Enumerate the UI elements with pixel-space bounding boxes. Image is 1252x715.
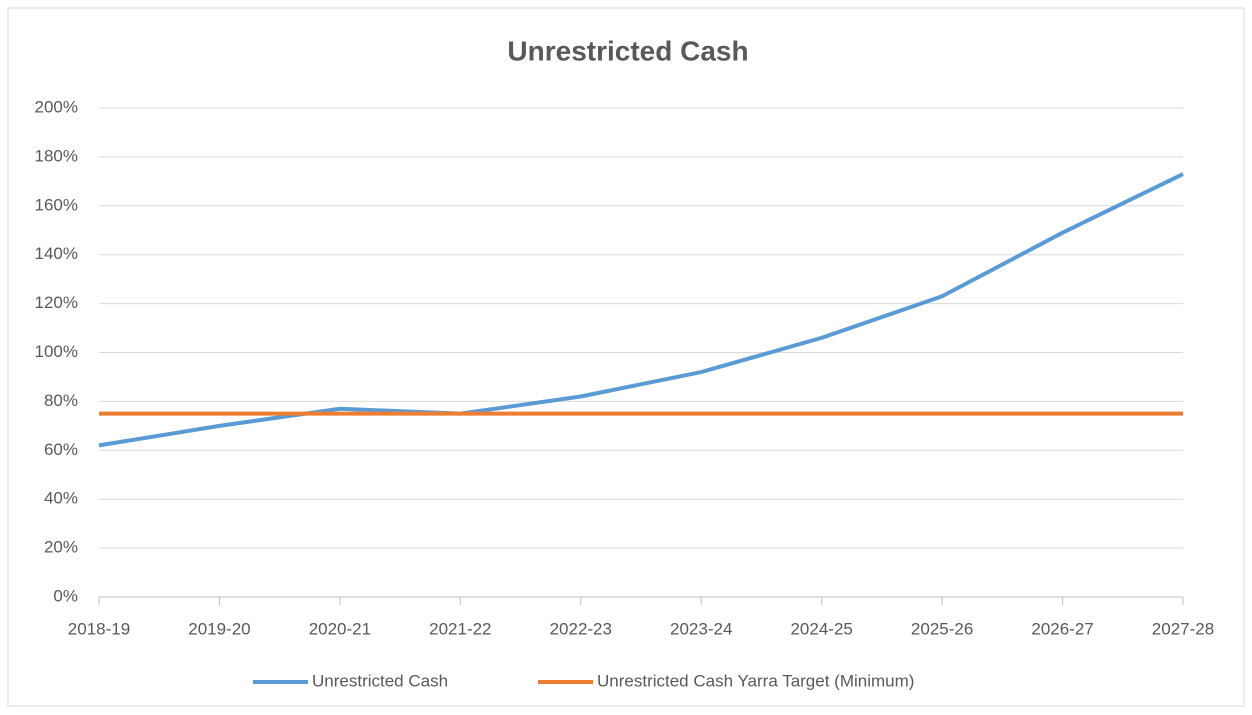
y-tick-label: 20% <box>44 538 78 557</box>
x-tick-label: 2019-20 <box>188 619 250 638</box>
y-tick-label: 0% <box>53 586 78 605</box>
y-tick-label: 80% <box>44 391 78 410</box>
y-tick-label: 200% <box>35 97 78 116</box>
x-tick-label: 2020-21 <box>309 619 371 638</box>
legend-label: Unrestricted Cash Yarra Target (Minimum) <box>597 671 914 690</box>
x-tick-label: 2023-24 <box>670 619 732 638</box>
x-tick-label: 2022-23 <box>550 619 612 638</box>
x-tick-label: 2024-25 <box>790 619 852 638</box>
x-tick-label: 2026-27 <box>1031 619 1093 638</box>
x-tick-label: 2018-19 <box>68 619 130 638</box>
y-tick-label: 120% <box>35 293 78 312</box>
chart-border <box>7 7 1245 707</box>
x-tick-label: 2027-28 <box>1152 619 1214 638</box>
series-line <box>98 172 1184 448</box>
legend-label: Unrestricted Cash <box>312 671 448 690</box>
y-tick-label: 180% <box>35 146 78 165</box>
y-tick-label: 60% <box>44 440 78 459</box>
y-tick-label: 160% <box>35 195 78 214</box>
y-tick-label: 40% <box>44 489 78 508</box>
y-tick-label: 100% <box>35 342 78 361</box>
x-tick-label: 2025-26 <box>911 619 973 638</box>
x-tick-label: 2021-22 <box>429 619 491 638</box>
y-tick-label: 140% <box>35 244 78 263</box>
chart-title: Unrestricted Cash <box>507 35 748 66</box>
